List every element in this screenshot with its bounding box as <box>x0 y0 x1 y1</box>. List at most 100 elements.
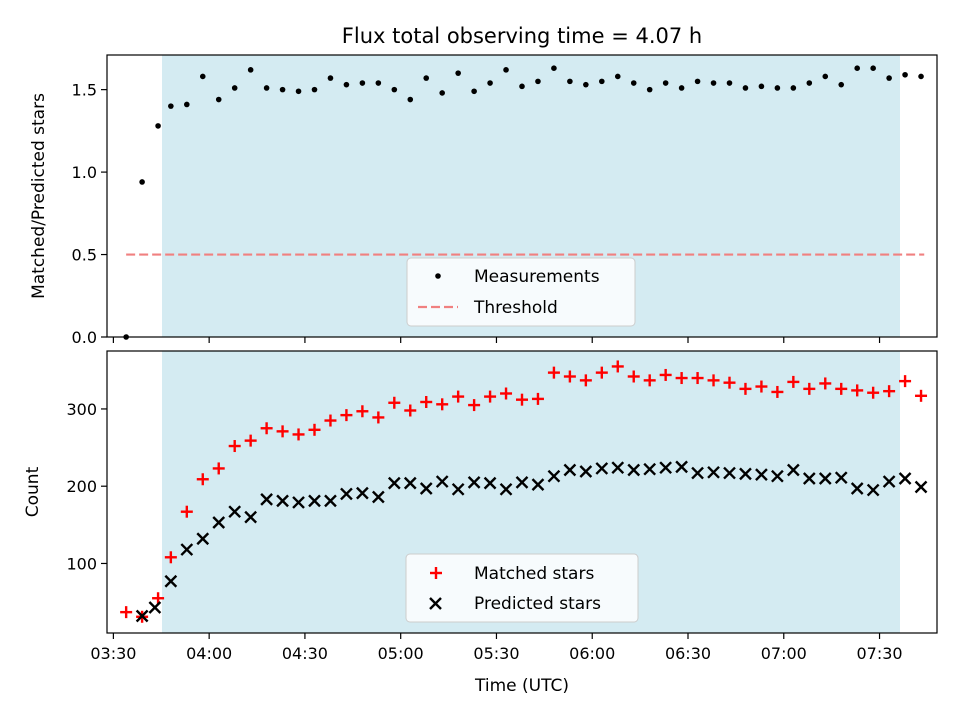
predicted-star-point <box>148 601 162 614</box>
measurement-point <box>535 78 541 85</box>
measurement-point <box>391 86 398 93</box>
predicted-star-point <box>180 543 194 556</box>
measurement-point <box>726 80 733 86</box>
matched-star-point <box>356 405 369 418</box>
matched-star-point <box>915 389 928 402</box>
measurement-point <box>247 67 254 73</box>
measurement-point <box>902 71 908 78</box>
y-tick-label: 0.5 <box>72 246 97 265</box>
matched-star-point <box>611 360 624 373</box>
measurement-point <box>567 78 573 85</box>
predicted-star-point <box>387 476 401 490</box>
measurement-point <box>646 86 653 93</box>
predicted-star-point <box>340 487 353 501</box>
matched-star-point <box>803 382 816 395</box>
matched-star-point <box>420 395 433 408</box>
y-tick-label: 100 <box>66 554 97 573</box>
bottom-legend: Matched stars Predicted stars <box>405 553 639 623</box>
predicted-star-point <box>643 462 657 476</box>
predicted-stars-points <box>135 460 928 623</box>
predicted-star-point <box>276 494 289 508</box>
measurement-point <box>295 88 302 95</box>
legend-measurements-marker <box>435 273 441 279</box>
measurement-point <box>139 179 145 185</box>
predicted-star-point <box>659 461 673 475</box>
bottom-y-ticks: 100 200 300 <box>66 400 107 573</box>
measurement-point <box>199 73 206 80</box>
bottom-x-ticks: 03:30 04:00 04:30 05:00 05:30 06:00 06:30 07:00… <box>90 633 903 663</box>
x-tick-label: 07:00 <box>761 644 807 663</box>
matched-star-point <box>835 382 848 395</box>
matched-star-point <box>388 396 401 409</box>
matched-star-point <box>723 376 736 389</box>
measurement-point <box>790 85 797 91</box>
matched-star-point <box>867 386 880 399</box>
predicted-star-point <box>356 486 369 500</box>
measurement-point <box>742 85 749 91</box>
matched-star-point <box>244 434 257 447</box>
measurement-point <box>487 80 493 86</box>
predicted-star-point <box>579 465 593 478</box>
matched-star-point <box>152 592 165 605</box>
measurement-point <box>806 80 813 86</box>
measurement-point <box>471 88 477 95</box>
measurement-point <box>327 75 334 81</box>
measurement-point <box>311 86 318 93</box>
measurement-point <box>774 85 781 91</box>
matched-star-point <box>675 372 688 385</box>
matched-star-point <box>531 392 544 405</box>
predicted-star-point <box>771 469 784 483</box>
x-axis-label: Time (UTC) <box>474 676 569 696</box>
y-tick-label: 0.0 <box>72 328 97 347</box>
matched-star-point <box>180 505 193 518</box>
predicted-star-point <box>292 496 305 509</box>
predicted-star-point <box>419 482 433 495</box>
predicted-star-point <box>850 482 864 495</box>
measurement-point <box>343 81 350 88</box>
matched-star-point <box>468 399 481 412</box>
x-tick-label: 05:00 <box>378 644 424 663</box>
measurement-point <box>662 80 669 86</box>
matched-star-point <box>212 462 225 475</box>
top-y-ticks: 0.0 0.5 1.0 1.5 <box>72 81 107 347</box>
matched-star-point <box>484 390 497 403</box>
matched-star-point <box>787 375 800 388</box>
matched-star-point <box>404 404 417 417</box>
legend-predicted-label: Predicted stars <box>474 594 601 614</box>
matched-star-point <box>292 428 305 441</box>
matched-star-point <box>659 368 672 381</box>
measurements-points <box>123 65 924 340</box>
predicted-star-point <box>627 463 641 477</box>
predicted-star-point <box>371 490 385 504</box>
predicted-star-point <box>786 463 800 477</box>
measurement-point <box>918 73 924 80</box>
measurement-point <box>614 73 621 80</box>
measurement-point <box>439 90 445 96</box>
bottom-axes-frame <box>106 350 938 634</box>
predicted-star-point <box>244 510 258 524</box>
measurement-point <box>279 86 286 93</box>
matched-star-point <box>308 423 321 436</box>
predicted-star-point <box>435 475 449 488</box>
matched-star-point <box>164 551 177 564</box>
predicted-star-point <box>818 472 832 485</box>
measurement-point <box>838 81 845 88</box>
measurement-point <box>710 80 717 86</box>
measurement-point <box>886 75 892 81</box>
measurement-point <box>215 96 222 103</box>
predicted-star-point <box>260 492 273 506</box>
legend-predicted-marker <box>429 597 442 610</box>
predicted-star-point <box>595 462 609 475</box>
measurement-point <box>551 65 557 71</box>
measurement-point <box>168 103 174 109</box>
predicted-star-point <box>531 478 545 492</box>
measurement-point <box>758 83 765 90</box>
top-x-ticks <box>112 337 881 343</box>
predicted-star-point <box>308 494 321 508</box>
predicted-star-point <box>834 471 848 485</box>
predicted-star-point <box>467 475 481 489</box>
matched-star-point <box>196 473 209 486</box>
predicted-star-point <box>403 476 417 490</box>
measurement-point <box>599 78 605 85</box>
predicted-star-point <box>212 516 226 529</box>
